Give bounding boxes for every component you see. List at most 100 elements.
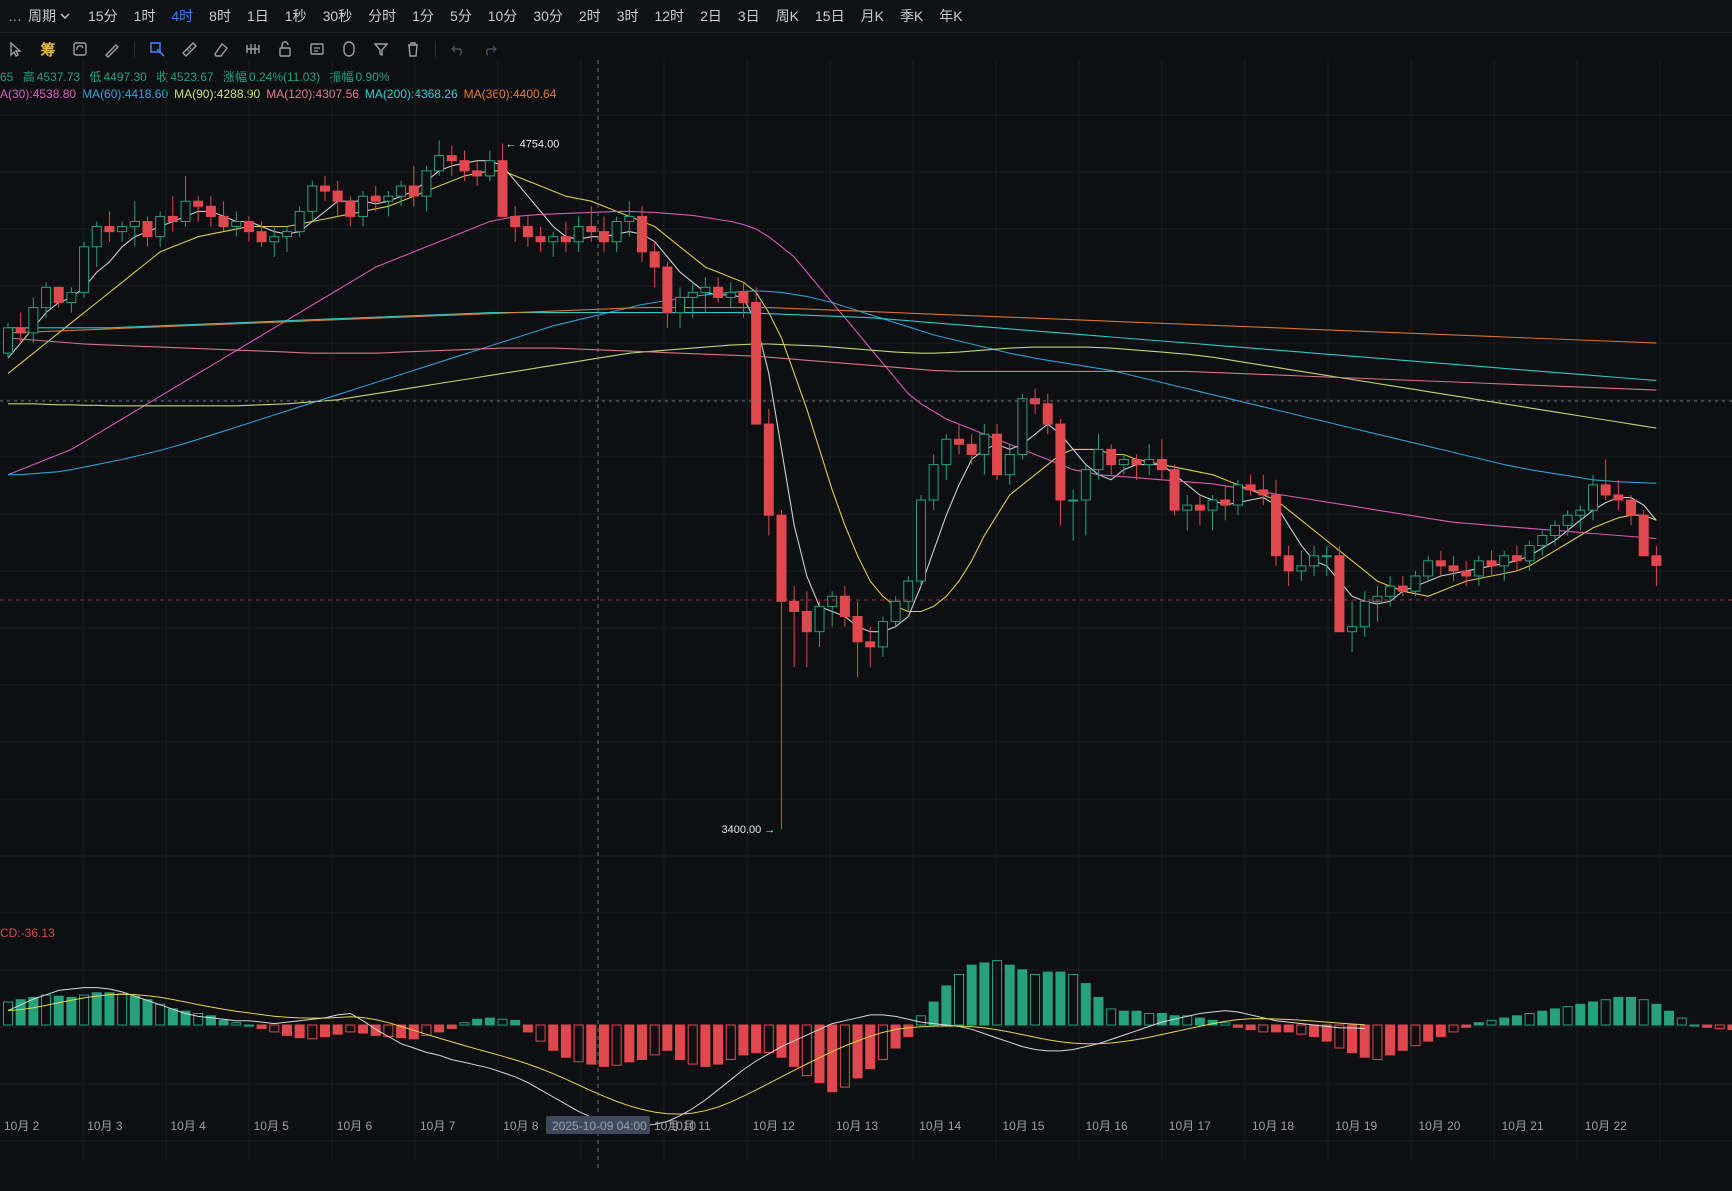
pencil-line-icon[interactable] bbox=[96, 33, 128, 65]
candle bbox=[1220, 499, 1231, 506]
period-15[interactable]: 2日 bbox=[700, 8, 722, 24]
period-10[interactable]: 10分 bbox=[487, 8, 518, 24]
layers-icon[interactable] bbox=[301, 33, 333, 65]
candle bbox=[1486, 560, 1497, 567]
macd-bar bbox=[548, 1024, 559, 1051]
period-16[interactable]: 3日 bbox=[737, 8, 760, 24]
eraser-icon[interactable] bbox=[205, 33, 237, 65]
period-menu[interactable]: … 周期 bbox=[0, 6, 80, 26]
period-12[interactable]: 2时 bbox=[578, 8, 601, 24]
period-9[interactable]: 5分 bbox=[449, 8, 472, 24]
period-20[interactable]: 季K bbox=[899, 8, 924, 24]
period-7[interactable]: 分时 bbox=[368, 8, 397, 24]
filter-icon[interactable] bbox=[365, 33, 397, 65]
period-1[interactable]: 1时 bbox=[133, 8, 156, 24]
candle bbox=[865, 641, 876, 648]
macd-bar bbox=[1689, 1024, 1700, 1027]
period-13[interactable]: 3时 bbox=[616, 8, 639, 24]
macd-bar bbox=[497, 1018, 508, 1026]
candle bbox=[1042, 403, 1053, 425]
macd-bar bbox=[345, 1024, 356, 1033]
macd-bar bbox=[1156, 1013, 1167, 1026]
macd-bar bbox=[954, 973, 964, 1026]
candle bbox=[155, 215, 166, 238]
ohlc-partial-open: 65 bbox=[0, 70, 14, 84]
macd-bar bbox=[1537, 1010, 1548, 1026]
trash-icon[interactable] bbox=[397, 33, 429, 65]
period-4[interactable]: 1日 bbox=[246, 8, 269, 24]
period-3[interactable]: 8时 bbox=[209, 8, 231, 24]
macd-bar bbox=[1600, 999, 1611, 1026]
undo-icon[interactable] bbox=[442, 33, 474, 65]
candle bbox=[15, 327, 26, 334]
x-axis-label: 10月 8 bbox=[503, 1119, 539, 1133]
x-axis-label: 10月 4 bbox=[170, 1119, 206, 1133]
candle bbox=[1524, 545, 1535, 562]
macd-bar bbox=[649, 1024, 660, 1056]
ruler-icon[interactable] bbox=[173, 33, 205, 65]
candle bbox=[789, 600, 800, 612]
macd-bar bbox=[1080, 983, 1091, 1026]
x-axis-label: 10月 5 bbox=[254, 1119, 290, 1133]
candle bbox=[1118, 459, 1129, 466]
candle bbox=[1562, 514, 1573, 526]
candle bbox=[484, 160, 495, 177]
candle bbox=[751, 302, 762, 425]
redo-icon[interactable] bbox=[474, 33, 506, 65]
candle bbox=[1397, 585, 1408, 592]
macd-bar bbox=[1232, 1024, 1243, 1028]
ma-legend-item: MA(60):4418.60 bbox=[82, 87, 169, 101]
macd-bar bbox=[1347, 1024, 1358, 1054]
macd-bar bbox=[624, 1024, 635, 1063]
period-0[interactable]: 15分 bbox=[88, 8, 118, 24]
macd-bar bbox=[1309, 1024, 1320, 1037]
macd-bar bbox=[1651, 1003, 1662, 1026]
candle bbox=[1055, 423, 1066, 501]
candle bbox=[1004, 453, 1015, 476]
period-17[interactable]: 周K bbox=[775, 8, 799, 24]
candle bbox=[814, 605, 825, 633]
candle bbox=[1245, 484, 1256, 491]
cursor-icon[interactable] bbox=[0, 33, 32, 65]
sync-icon[interactable] bbox=[64, 33, 96, 65]
candle bbox=[41, 286, 52, 309]
select-shape-icon[interactable] bbox=[141, 33, 173, 65]
macd-bar bbox=[890, 1024, 901, 1049]
candle bbox=[1296, 565, 1307, 572]
macd-bar bbox=[396, 1024, 407, 1039]
period-6[interactable]: 30秒 bbox=[322, 8, 353, 24]
period-21[interactable]: 年K bbox=[939, 8, 963, 24]
magnet-icon[interactable] bbox=[333, 33, 365, 65]
candle bbox=[1549, 524, 1560, 536]
candle bbox=[1068, 499, 1079, 502]
macd-bar bbox=[434, 1024, 445, 1033]
period-19[interactable]: 月K bbox=[860, 8, 884, 24]
macd-bar bbox=[459, 1022, 470, 1026]
candle bbox=[167, 215, 178, 222]
chip-icon[interactable]: 筹 bbox=[32, 33, 64, 65]
chip-label: 筹 bbox=[40, 41, 56, 59]
candle bbox=[738, 291, 749, 304]
period-2[interactable]: 4时 bbox=[171, 8, 194, 24]
macd-bar bbox=[1245, 1024, 1256, 1031]
gap-icon[interactable] bbox=[237, 33, 269, 65]
macd-bar bbox=[1030, 973, 1041, 1026]
macd-bar bbox=[28, 996, 39, 1026]
price-chart[interactable]: ← 4754.00 3400.00 → 10月 2 10月 3 10月 4 10月 5 10… bbox=[0, 60, 1732, 1191]
period-5[interactable]: 1秒 bbox=[284, 8, 307, 24]
macd-bar bbox=[1131, 1010, 1142, 1026]
candle bbox=[877, 621, 888, 648]
period-14[interactable]: 12时 bbox=[654, 8, 685, 24]
period-18[interactable]: 15日 bbox=[815, 8, 845, 24]
macd-label: CD:-36.13 bbox=[0, 926, 55, 940]
candle bbox=[522, 226, 533, 238]
macd-bar bbox=[598, 1024, 609, 1067]
period-8[interactable]: 1分 bbox=[412, 8, 434, 24]
macd-bar bbox=[814, 1024, 825, 1083]
macd-bar bbox=[1499, 1017, 1510, 1026]
candle bbox=[218, 215, 229, 228]
lock-icon[interactable] bbox=[269, 33, 301, 65]
period-toolbar: … 周期 15分 1时 4时 8时 1日 1秒 30秒 分时 1分 5分 10分 30分 2时 3时 12时… bbox=[0, 0, 1732, 33]
period-11[interactable]: 30分 bbox=[533, 8, 563, 24]
macd-bar bbox=[751, 1024, 762, 1054]
